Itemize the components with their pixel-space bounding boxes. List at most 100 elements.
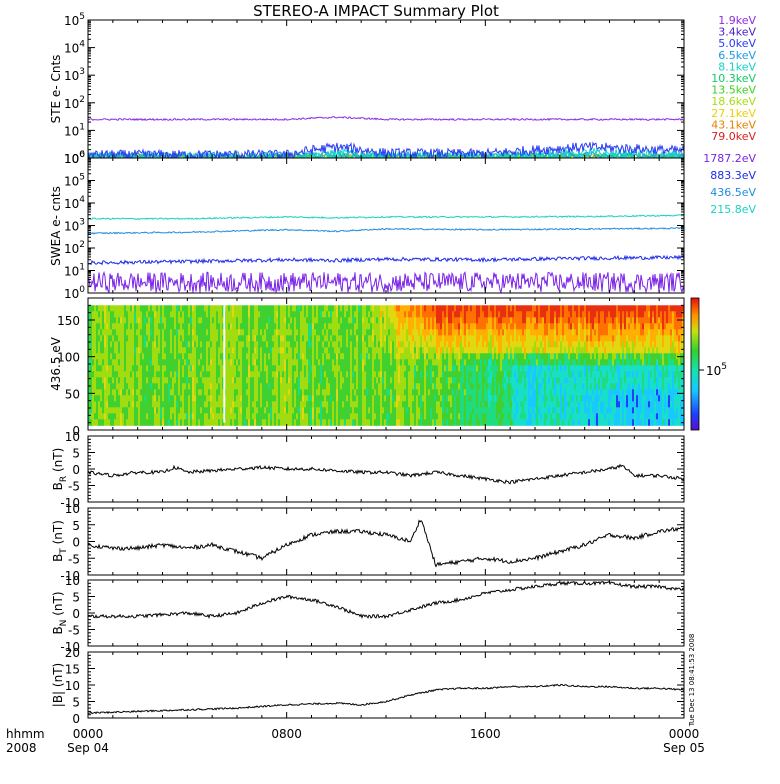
- pad-cell: [366, 323, 369, 330]
- pad-cell: [490, 389, 493, 396]
- pad-cell: [542, 365, 545, 372]
- pad-cell: [424, 383, 427, 390]
- pad-cell: [476, 341, 479, 348]
- pad-cell: [570, 317, 573, 324]
- pad-cell: [582, 353, 585, 360]
- pad-cell: [454, 377, 457, 384]
- pad-cell: [304, 323, 307, 330]
- pad-cell: [420, 353, 423, 360]
- pad-cell: [178, 311, 181, 318]
- pad-cell: [92, 359, 95, 366]
- pad-cell: [176, 341, 179, 348]
- pad-cell: [236, 317, 239, 324]
- pad-cell: [310, 395, 313, 402]
- pad-cell: [96, 419, 99, 426]
- pad-cell: [122, 317, 125, 324]
- pad-cell: [164, 317, 167, 324]
- pad-cell: [492, 383, 495, 390]
- pad-cell: [142, 359, 145, 366]
- pad-cell: [278, 305, 281, 312]
- pad-cell: [136, 317, 139, 324]
- pad-cell: [156, 317, 159, 324]
- pad-cell: [284, 317, 287, 324]
- pad-cell: [486, 395, 489, 402]
- pad-cell: [308, 347, 311, 354]
- pad-cell: [178, 413, 181, 420]
- pad-cell: [320, 419, 323, 426]
- pad-cell: [424, 419, 427, 426]
- pad-cell: [344, 371, 347, 378]
- pad-cell: [406, 365, 409, 372]
- pad-cell: [374, 335, 377, 342]
- pad-cell: [576, 317, 579, 324]
- pad-cell: [216, 347, 219, 354]
- pad-cell: [104, 317, 107, 324]
- pad-cell: [220, 371, 223, 378]
- pad-cell: [512, 347, 515, 354]
- pad-cell: [524, 377, 527, 384]
- pad-cell: [512, 383, 515, 390]
- pad-cell: [162, 413, 165, 420]
- pad-cell: [340, 383, 343, 390]
- pad-cell: [554, 407, 557, 414]
- pad-cell: [574, 407, 577, 414]
- pad-cell: [550, 323, 553, 330]
- pad-cell: [102, 407, 105, 414]
- pad-cell: [154, 353, 157, 360]
- pad-cell: [246, 329, 249, 336]
- pad-cell: [370, 341, 373, 348]
- pad-cell: [276, 323, 279, 330]
- pad-cell: [316, 305, 319, 312]
- pad-cell: [418, 341, 421, 348]
- pad-cell: [400, 401, 403, 408]
- pad-cell: [148, 371, 151, 378]
- pad-cell: [488, 365, 491, 372]
- pad-cell: [410, 377, 413, 384]
- pad-cell: [96, 377, 99, 384]
- pad-cell: [450, 383, 453, 390]
- pad-cell: [380, 371, 383, 378]
- pad-cell: [226, 365, 229, 372]
- pad-cell: [286, 317, 289, 324]
- pad-cell: [154, 383, 157, 390]
- pad-cell: [182, 329, 185, 336]
- pad-cell: [386, 323, 389, 330]
- pad-cell: [450, 377, 453, 384]
- pad-cell: [270, 305, 273, 312]
- pad-cell: [540, 407, 543, 414]
- pad-cell: [384, 317, 387, 324]
- pad-cell: [524, 389, 527, 396]
- pad-cell: [214, 365, 217, 372]
- pad-cell: [268, 347, 271, 354]
- pad-cell: [506, 311, 509, 318]
- pad-cell: [252, 341, 255, 348]
- pad-cell: [146, 359, 149, 366]
- pad-cell: [394, 317, 397, 324]
- pad-cell: [272, 407, 275, 414]
- pad-cell: [376, 353, 379, 360]
- pad-cell: [140, 329, 143, 336]
- pad-cell: [514, 407, 517, 414]
- pad-cell: [308, 377, 311, 384]
- pad-cell: [532, 365, 535, 372]
- pad-cell: [406, 359, 409, 366]
- pad-cell: [522, 365, 525, 372]
- pad-cell: [524, 395, 527, 402]
- pad-cell: [432, 401, 435, 408]
- pad-cell: [280, 359, 283, 366]
- pad-cell: [88, 389, 91, 396]
- pad-cell: [466, 335, 469, 342]
- pad-cell: [564, 389, 567, 396]
- pad-cell: [200, 353, 203, 360]
- pad-cell: [430, 329, 433, 336]
- pad-cell: [498, 383, 501, 390]
- pad-cell: [396, 389, 399, 396]
- pad-cell: [234, 401, 237, 408]
- pad-cell: [164, 395, 167, 402]
- pad-cell: [406, 413, 409, 420]
- pad-cell: [106, 371, 109, 378]
- pad-cell: [130, 371, 133, 378]
- pad-cell: [94, 305, 97, 312]
- pad-cell: [300, 347, 303, 354]
- pad-cell: [220, 401, 223, 408]
